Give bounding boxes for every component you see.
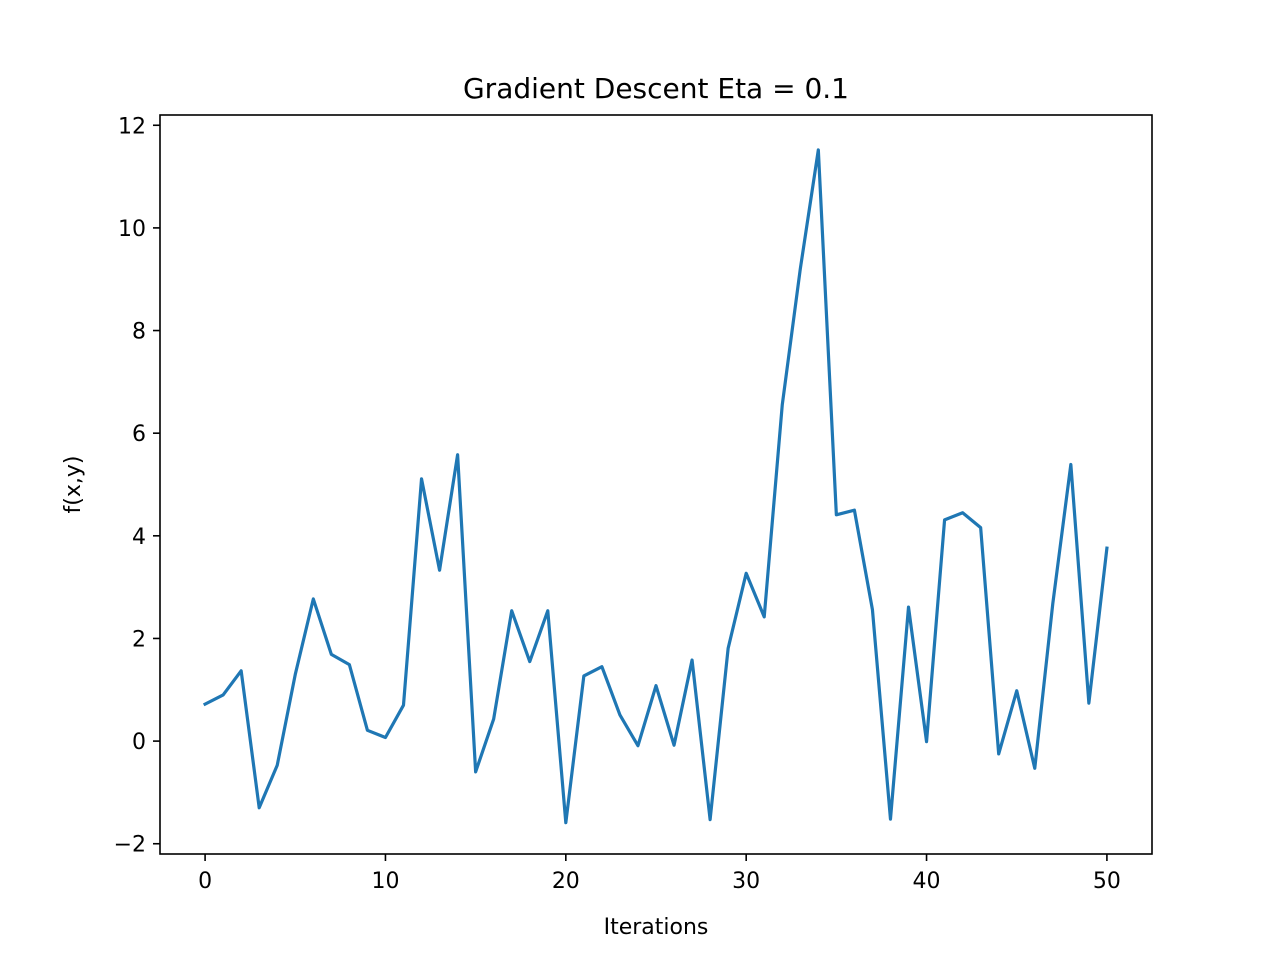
y-tick-label: 6: [132, 422, 146, 447]
y-tick-label: 10: [118, 217, 146, 242]
axes-frame: [159, 114, 1153, 855]
x-tick-label: 50: [1093, 869, 1121, 894]
y-tick-label: 8: [132, 320, 146, 345]
y-tick-label: 12: [118, 114, 146, 139]
plot-area: [202, 148, 1109, 825]
x-tick-label: 20: [552, 869, 580, 894]
x-tick-label: 40: [913, 869, 941, 894]
series-line: [202, 148, 1109, 825]
y-tick-label: 2: [132, 627, 146, 652]
y-tick-label: 4: [132, 525, 146, 550]
x-tick-label: 10: [371, 869, 399, 894]
y-tick-label: 0: [132, 730, 146, 755]
y-axis-label: f(x,y): [61, 456, 86, 514]
x-axis-label: Iterations: [604, 915, 709, 940]
y-tick-label: −2: [114, 833, 146, 858]
chart-title: Gradient Descent Eta = 0.1: [463, 72, 849, 105]
x-tick-label: 0: [198, 869, 212, 894]
axis-ticks: 0 10 20 30 40 50 −2 0 2 4 6 8 10 12: [114, 114, 1121, 894]
x-tick-label: 30: [732, 869, 760, 894]
